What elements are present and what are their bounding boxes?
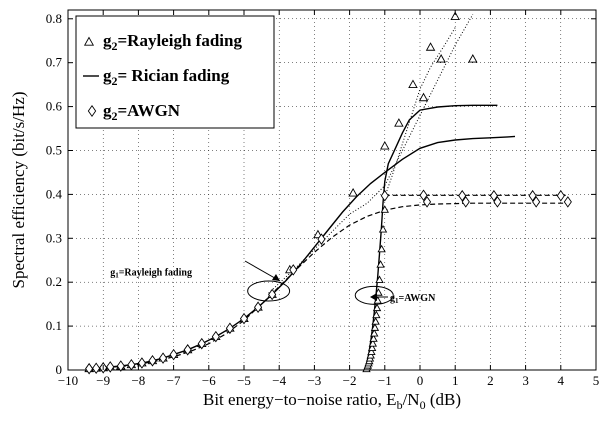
triangle-marker [380,140,390,150]
series-line-dotted [384,27,456,197]
diamond-marker [563,196,572,208]
diamond-marker [289,264,298,276]
annotations: g1=Rayleigh fading g1=AWGN [110,260,436,305]
x-axis-label: Bit energy−to−noise ratio, Eb/N0 (dB) [203,390,461,412]
diamond-marker [92,362,101,375]
legend: g2=Rayleigh fading g2= Rician fading g2=AW… [75,15,275,129]
triangle-marker [468,54,478,63]
triangle-marker [372,303,382,312]
diamond-marker [422,196,432,208]
diamond-marker [137,357,146,369]
diamond-marker [158,352,168,364]
annotation-label-awgn: g1=AWGN [390,293,436,305]
diamond-marker [225,322,234,335]
x-tick-label: 4 [558,373,565,388]
axis-ticks [67,10,597,371]
x-tick-label: −10 [58,373,78,388]
triangle-marker [367,347,376,355]
diamond-marker [317,233,326,245]
triangle-marker [436,54,446,63]
diamond-marker [127,358,136,371]
y-axis-label: Spectral efficiency (bit/s/Hz) [9,92,28,289]
diamond-marker [148,354,157,367]
y-tick-label: 0.4 [46,186,63,201]
x-tick-label: −2 [343,373,357,388]
triangle-marker [372,310,381,319]
legend-box [75,15,275,129]
y-tick-label: 0.7 [46,55,63,70]
triangle-marker [366,350,375,359]
annotation-ellipse [247,280,291,302]
legend-entry-label: g2=Rayleigh fading [103,31,242,53]
diamond-marker [211,330,220,343]
y-tick-label: 0.5 [46,142,62,157]
diamond-marker [458,189,467,202]
diamond-marker [380,189,389,202]
triangle-marker [371,317,380,325]
diamond-marker [461,196,470,208]
annotation-arrowhead [272,274,280,281]
diamond-marker [254,301,263,314]
x-tick-label: −7 [167,373,181,388]
diamond-marker [169,348,178,361]
legend-entry-label: g2=AWGN [103,101,181,123]
x-tick-label: −3 [307,373,321,388]
triangle-marker [425,42,436,51]
diamond-marker [493,196,502,208]
x-tick-label: −6 [202,373,216,388]
diamond-marker [106,361,115,373]
diamond-marker [419,189,428,202]
x-tick-label: 0 [417,373,424,388]
triangle-marker [408,79,418,89]
y-tick-label: 0.3 [46,230,62,245]
x-tick-label: 3 [522,373,529,388]
triangle-marker [370,329,379,337]
triangle-marker [369,334,378,342]
diamond-marker [197,337,206,350]
y-tick-label: 0 [56,362,63,377]
annotation-arrowhead [370,293,377,301]
y-tick-label: 0.8 [46,11,62,26]
triangle-marker [377,244,386,253]
diamond-marker [556,189,565,202]
x-tick-label: −1 [378,373,392,388]
triangle-marker [375,275,384,283]
triangle-marker [378,224,388,233]
annotation-ellipse [354,285,394,305]
diamond-marker [532,196,541,208]
triangle-marker [368,339,378,347]
diamond-marker [268,288,277,301]
x-tick-label: 1 [452,373,459,388]
diamond-marker [528,189,537,202]
diamond-marker [116,360,125,372]
diamond-marker [489,189,498,202]
x-tick-label: −4 [272,373,286,388]
x-tick-label: 2 [487,373,494,388]
diamond-marker [183,344,192,356]
triangle-marker [376,260,385,268]
x-tick-label: −9 [96,373,110,388]
x-tick-label: 5 [593,373,600,388]
triangle-marker [394,118,404,127]
triangle-marker [418,92,429,102]
tick-labels: −10 −9 −8 −7 −6 −5 −4 −3 −2 −1 0 1 2 3 4 500.10.20.30.4… [46,11,600,388]
diamond-marker [85,362,94,375]
triangle-marker [380,205,389,213]
annotation-label-rayleigh: g1=Rayleigh fading [110,268,192,280]
triangle-marker [370,323,380,331]
y-tick-label: 0.2 [46,274,62,289]
y-tick-label: 0.1 [46,318,62,333]
triangle-marker [348,187,358,197]
triangle-marker [367,343,377,352]
triangle-marker [450,11,460,20]
legend-entry-label: g2= Rician fading [103,66,230,88]
y-tick-label: 0.6 [46,99,63,114]
x-tick-label: −8 [131,373,145,388]
triangle-marker [83,36,95,46]
diamond-marker [87,105,97,117]
diamond-marker [239,312,249,325]
x-tick-label: −5 [237,373,251,388]
